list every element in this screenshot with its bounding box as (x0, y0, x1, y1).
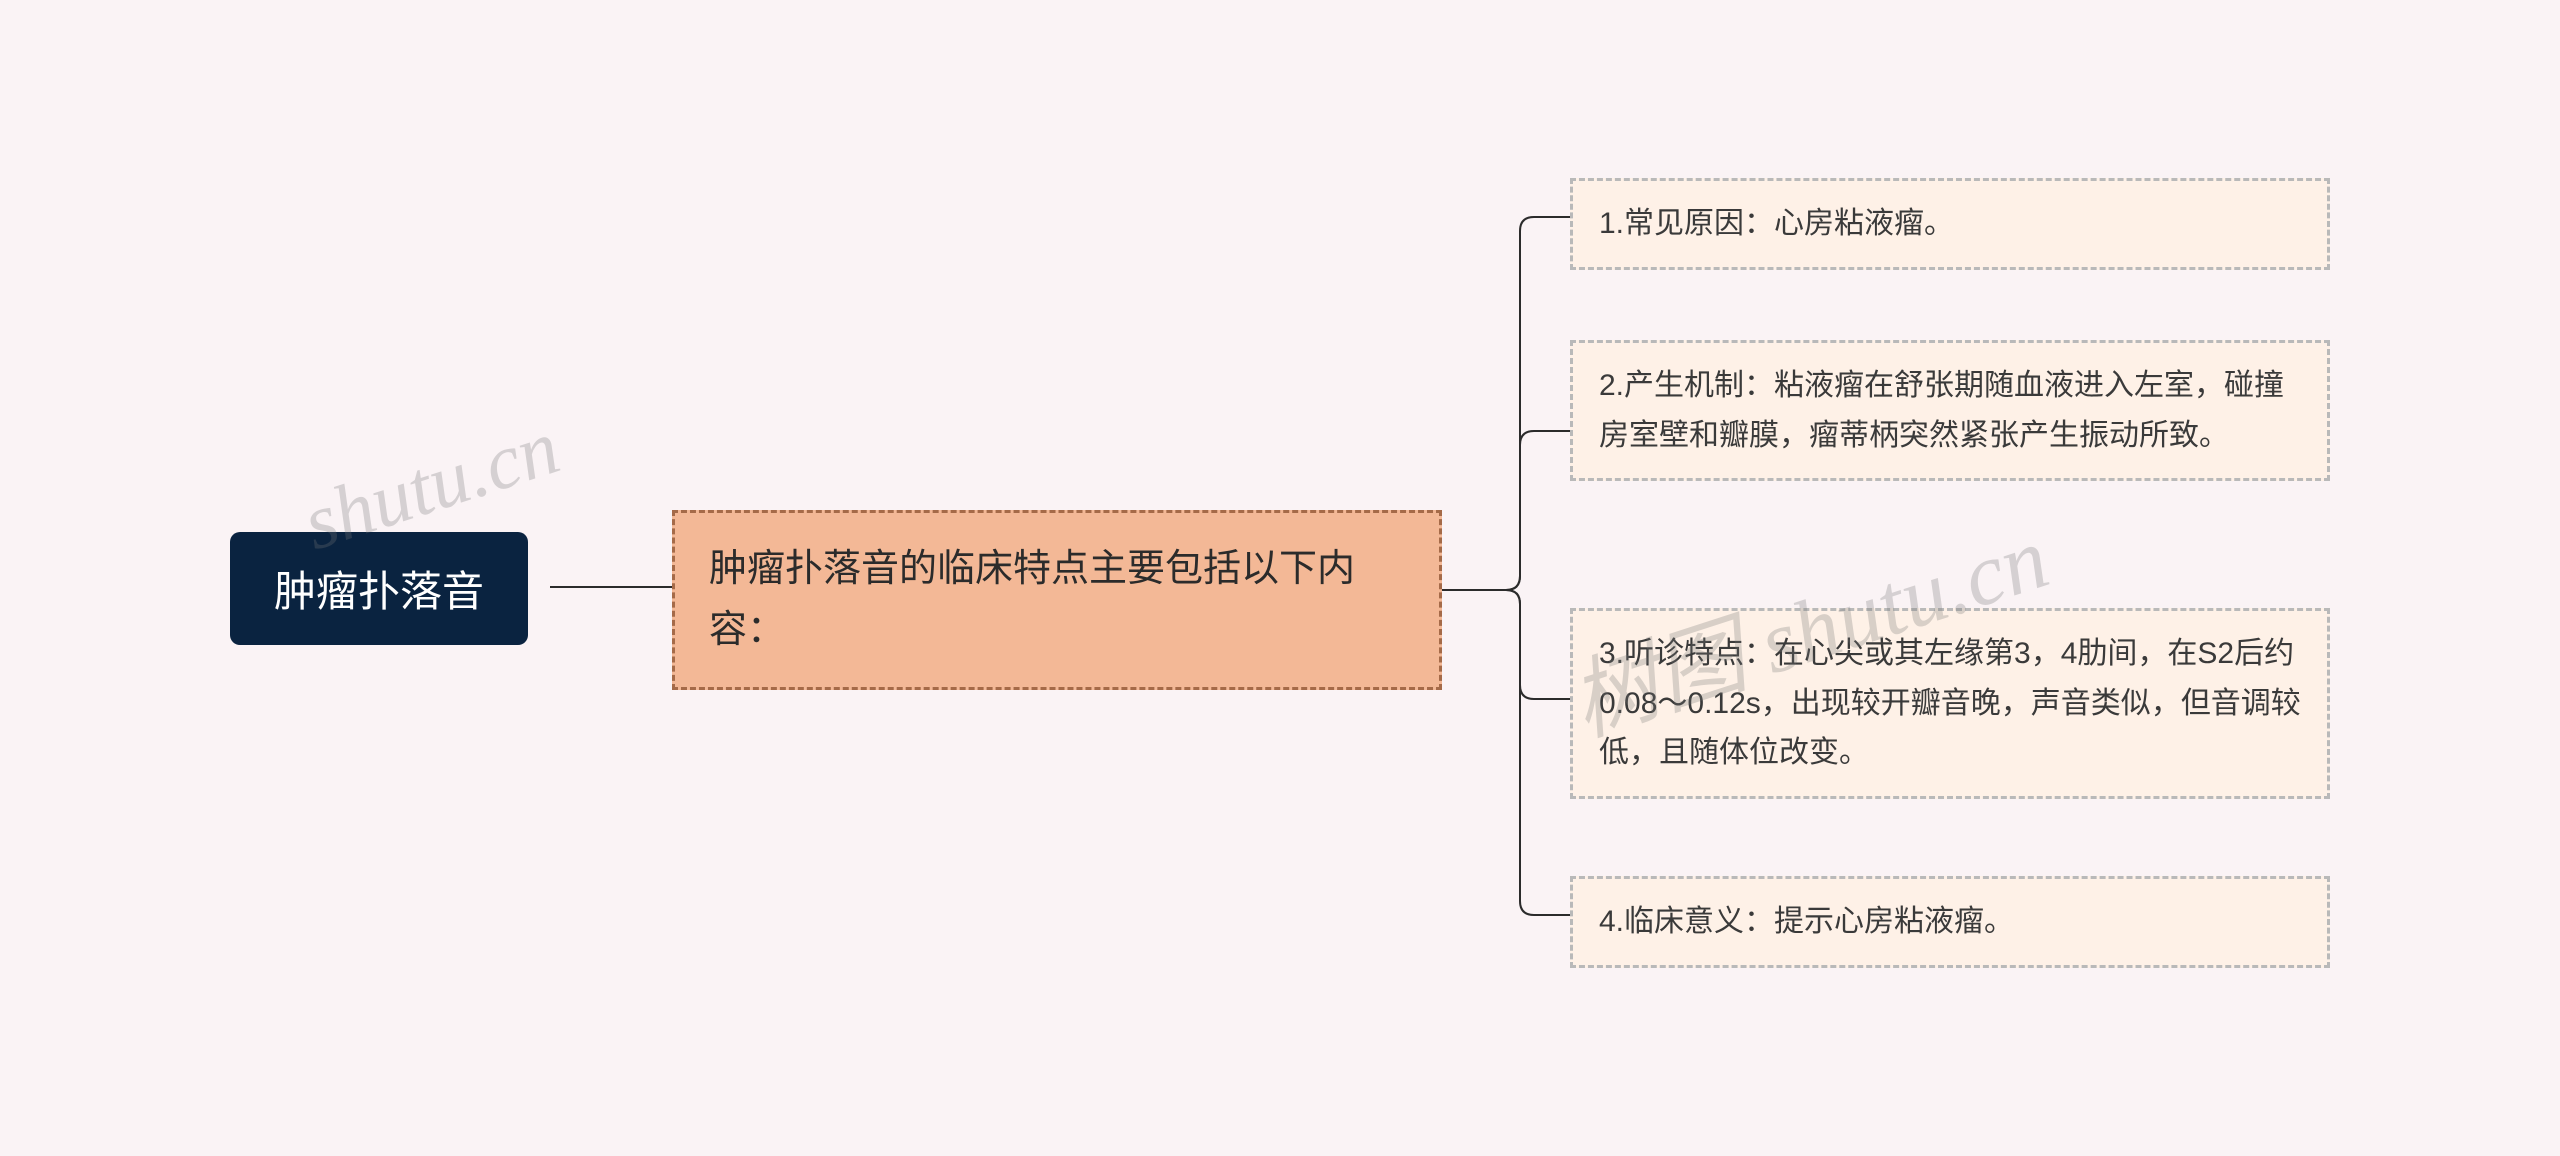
leaf-node: 1.常见原因：心房粘液瘤。 (1570, 178, 2330, 270)
leaf-label: 1.常见原因：心房粘液瘤。 (1599, 207, 1954, 240)
mindmap-canvas: 肿瘤扑落音 肿瘤扑落音的临床特点主要包括以下内容： 1.常见原因：心房粘液瘤。 … (0, 0, 2560, 1156)
leaf-label: 4.临床意义：提示心房粘液瘤。 (1599, 905, 2014, 938)
leaf-label: 3.听诊特点：在心尖或其左缘第3，4肋间，在S2后约0.08～0.12s，出现较… (1599, 637, 2301, 769)
level2-node: 肿瘤扑落音的临床特点主要包括以下内容： (672, 510, 1442, 690)
root-label: 肿瘤扑落音 (274, 568, 484, 615)
leaf-label: 2.产生机制：粘液瘤在舒张期随血液进入左室，碰撞房室壁和瓣膜，瘤蒂柄突然紧张产生… (1599, 369, 2284, 452)
leaf-node: 4.临床意义：提示心房粘液瘤。 (1570, 876, 2330, 968)
leaf-node: 3.听诊特点：在心尖或其左缘第3，4肋间，在S2后约0.08～0.12s，出现较… (1570, 608, 2330, 799)
level2-label: 肿瘤扑落音的临床特点主要包括以下内容： (709, 548, 1355, 651)
root-node: 肿瘤扑落音 (230, 532, 528, 645)
leaf-node: 2.产生机制：粘液瘤在舒张期随血液进入左室，碰撞房室壁和瓣膜，瘤蒂柄突然紧张产生… (1570, 340, 2330, 481)
